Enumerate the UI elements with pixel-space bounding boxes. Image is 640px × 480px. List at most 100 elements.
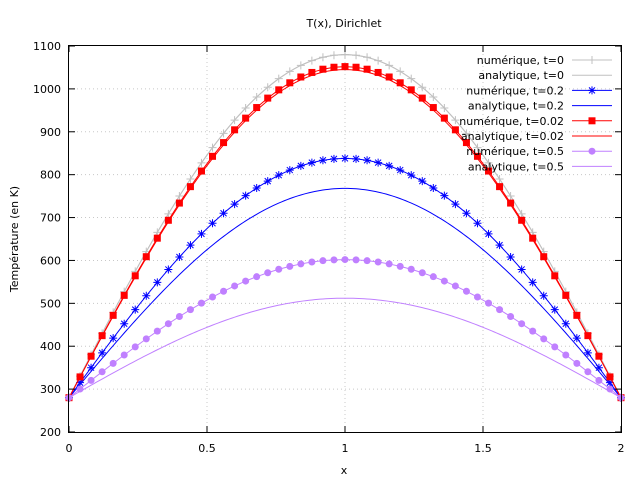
data-point bbox=[507, 313, 515, 321]
data-point bbox=[495, 241, 504, 250]
data-point bbox=[484, 229, 493, 238]
data-point bbox=[275, 86, 283, 94]
data-point bbox=[418, 177, 427, 186]
legend-label: analytique, t=0.5 bbox=[468, 160, 564, 173]
data-point bbox=[595, 376, 603, 384]
data-point bbox=[374, 258, 382, 266]
data-point bbox=[197, 229, 206, 238]
data-point bbox=[264, 269, 272, 277]
data-point bbox=[429, 104, 437, 112]
data-point bbox=[275, 265, 283, 273]
data-point bbox=[307, 158, 316, 167]
data-point bbox=[429, 273, 437, 281]
data-point bbox=[363, 257, 371, 265]
data-point bbox=[506, 253, 515, 262]
data-point bbox=[98, 348, 107, 357]
legend-marker bbox=[588, 86, 596, 95]
data-point bbox=[451, 126, 459, 134]
data-point bbox=[131, 343, 139, 351]
data-point bbox=[363, 65, 371, 73]
series-line bbox=[68, 297, 622, 399]
legend-marker bbox=[588, 56, 596, 64]
data-point bbox=[109, 359, 117, 367]
data-point bbox=[440, 114, 448, 122]
data-point bbox=[550, 305, 559, 314]
data-point bbox=[209, 152, 217, 160]
data-point bbox=[186, 241, 195, 250]
data-point bbox=[242, 277, 250, 285]
data-point bbox=[407, 86, 415, 94]
data-point bbox=[507, 199, 515, 207]
data-point bbox=[253, 104, 261, 112]
data-point bbox=[562, 351, 570, 359]
data-point bbox=[131, 272, 139, 280]
data-point bbox=[584, 368, 592, 376]
y-tick-label: 1100 bbox=[33, 40, 61, 53]
data-point bbox=[231, 282, 239, 290]
data-point bbox=[462, 139, 470, 147]
data-point bbox=[341, 154, 349, 163]
data-point bbox=[561, 319, 570, 328]
data-point bbox=[572, 334, 581, 343]
data-point bbox=[297, 260, 305, 268]
data-point bbox=[330, 256, 338, 264]
x-tick-label: 0 bbox=[66, 442, 73, 455]
data-point bbox=[440, 277, 448, 285]
data-point bbox=[605, 378, 614, 387]
data-point bbox=[253, 273, 261, 281]
data-point bbox=[87, 376, 95, 384]
data-point bbox=[286, 79, 294, 87]
data-point bbox=[374, 158, 383, 167]
data-point bbox=[308, 258, 316, 266]
data-point bbox=[496, 306, 504, 314]
data-point bbox=[219, 209, 228, 218]
data-point bbox=[220, 287, 228, 295]
data-point bbox=[385, 161, 394, 170]
data-point bbox=[462, 209, 471, 218]
series-line bbox=[68, 187, 622, 399]
data-point bbox=[418, 94, 426, 102]
data-point bbox=[120, 351, 128, 359]
legend-marker bbox=[588, 117, 596, 125]
data-point bbox=[318, 156, 327, 165]
series-6 bbox=[65, 256, 625, 402]
legend-label: numérique, t=0.02 bbox=[459, 115, 564, 128]
data-point bbox=[319, 65, 327, 73]
data-point bbox=[385, 73, 393, 81]
y-tick-label: 700 bbox=[40, 212, 61, 225]
data-point bbox=[87, 363, 96, 372]
data-point bbox=[252, 183, 261, 192]
data-point bbox=[197, 167, 205, 175]
data-point bbox=[142, 253, 150, 261]
data-point bbox=[451, 282, 459, 290]
plot-frame bbox=[68, 45, 622, 433]
data-point bbox=[153, 234, 161, 242]
data-point bbox=[98, 368, 106, 376]
data-point bbox=[197, 299, 205, 307]
series-line bbox=[68, 259, 622, 399]
data-point bbox=[186, 183, 194, 191]
series-3 bbox=[68, 187, 622, 399]
y-tick-label: 500 bbox=[40, 297, 61, 310]
legend-label: numérique, t=0.2 bbox=[466, 84, 564, 97]
data-point bbox=[264, 94, 272, 102]
x-tick-label: 1 bbox=[342, 442, 349, 455]
data-point bbox=[407, 265, 415, 273]
data-point bbox=[540, 335, 548, 343]
series-7 bbox=[68, 297, 622, 399]
series-5 bbox=[68, 69, 622, 398]
data-point bbox=[418, 269, 426, 277]
y-tick-label: 900 bbox=[40, 126, 61, 139]
data-point bbox=[473, 293, 481, 301]
data-point bbox=[352, 63, 360, 71]
series-line bbox=[68, 54, 622, 398]
data-point bbox=[120, 319, 129, 328]
legend-label: numérique, t=0.5 bbox=[466, 145, 564, 158]
plot-area bbox=[65, 50, 625, 402]
data-point bbox=[109, 334, 118, 343]
data-point bbox=[341, 256, 349, 264]
y-tick-label: 200 bbox=[40, 426, 61, 439]
series-line bbox=[68, 69, 622, 398]
legend-label: analytique, t=0 bbox=[478, 69, 564, 82]
y-tick-label: 1000 bbox=[33, 83, 61, 96]
